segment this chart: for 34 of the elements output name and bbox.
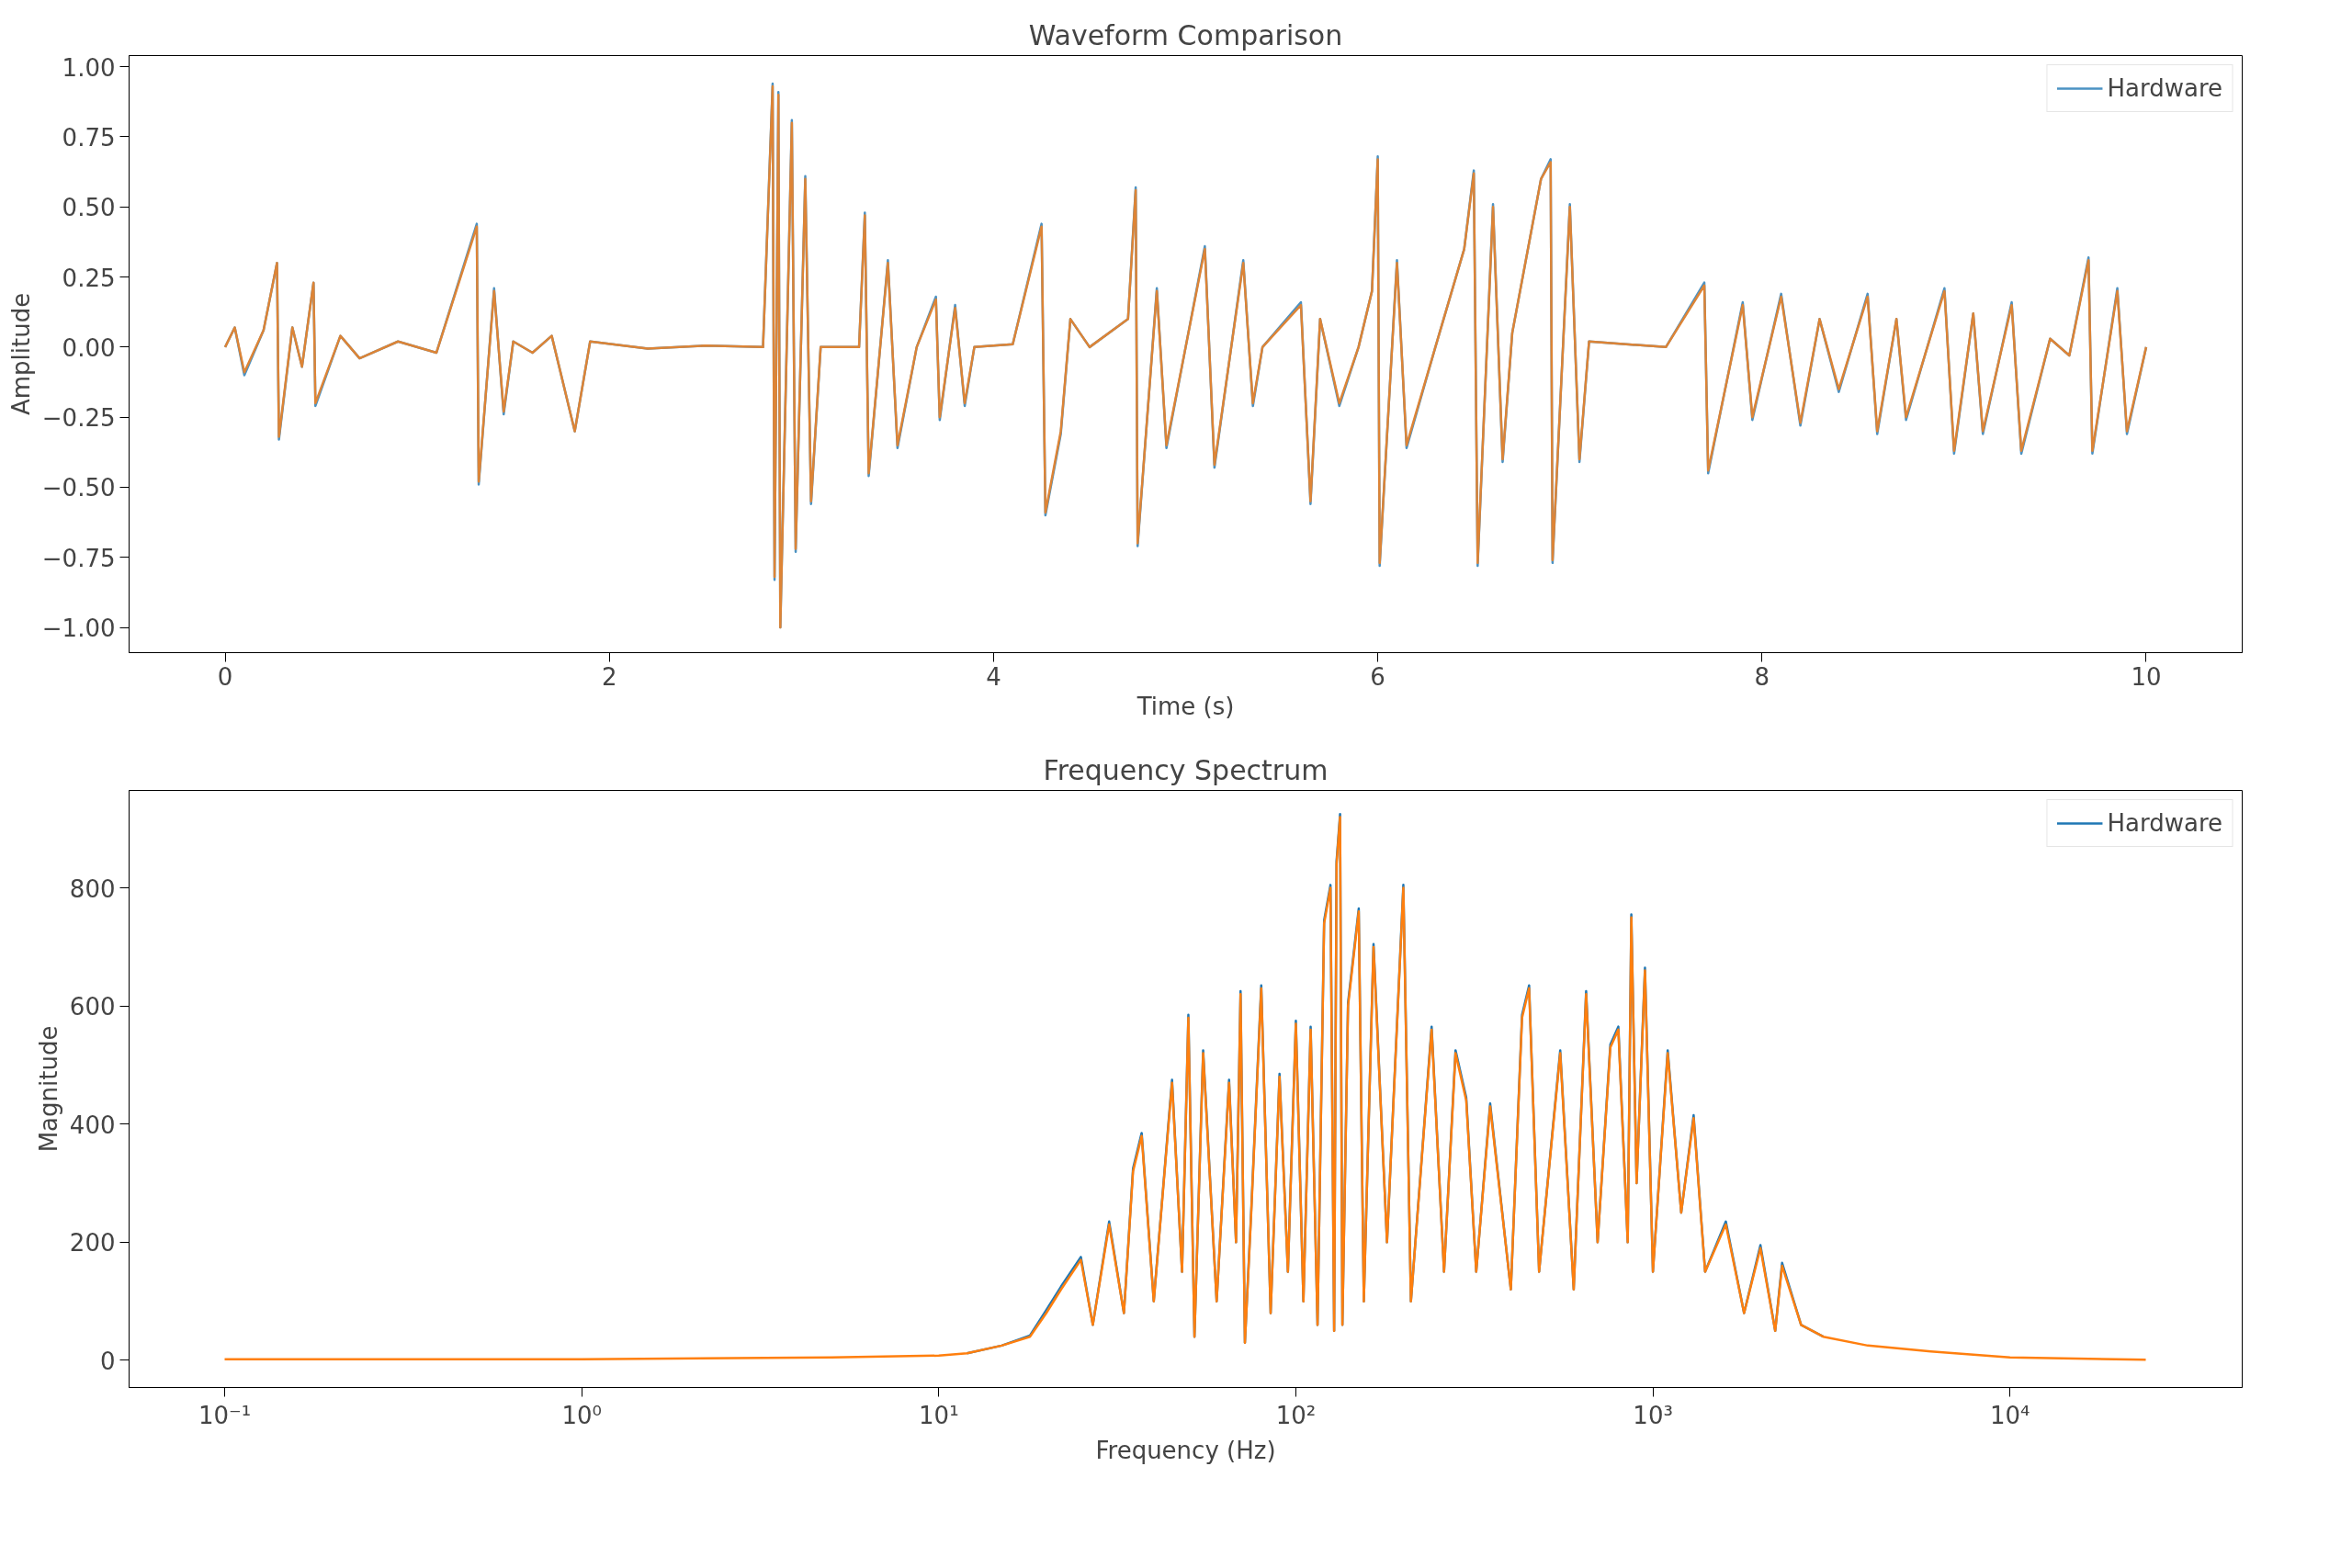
y-tick-label: 0.50 [62, 194, 116, 222]
y-tick-label: 0.25 [62, 264, 116, 292]
y-tick-label: −1.00 [41, 615, 116, 643]
x-tick-label: 10⁰ [561, 1401, 602, 1429]
x-tick-label: 4 [986, 662, 1001, 691]
x-tick-label: 6 [1370, 662, 1385, 691]
x-tick-label: 8 [1754, 662, 1770, 691]
y-tick-label: −0.50 [41, 474, 116, 502]
legend-label: Hardware [2107, 74, 2222, 102]
y-tick-label: −0.25 [41, 404, 116, 433]
x-tick-label: 10² [1275, 1401, 1317, 1429]
legend-label: Hardware [2107, 809, 2222, 837]
y-tick-label: 0 [99, 1347, 116, 1375]
x-tick-label: 0 [217, 662, 233, 691]
chart-title: Waveform Comparison [1028, 18, 1343, 51]
y-tick-label: 0.00 [62, 333, 116, 362]
x-tick-label: 10¹ [919, 1401, 959, 1429]
y-tick-label: 1.00 [62, 53, 116, 82]
x-tick-label: 10⁴ [1990, 1401, 2030, 1429]
y-axis-title: Amplitude [6, 292, 35, 416]
x-tick-label: 10 [2131, 662, 2162, 691]
chart-title: Frequency Spectrum [1043, 753, 1329, 786]
y-tick-label: 800 [69, 874, 116, 903]
y-tick-label: 600 [69, 993, 116, 1021]
y-tick-label: −0.75 [41, 544, 116, 572]
y-tick-label: 0.75 [62, 124, 116, 152]
x-tick-label: 10³ [1633, 1401, 1673, 1429]
x-axis-title: Frequency (Hz) [1095, 1436, 1276, 1464]
x-axis-title: Time (s) [1136, 692, 1235, 720]
y-tick-label: 200 [69, 1229, 116, 1258]
x-tick-label: 2 [601, 662, 617, 691]
x-tick-label: 10⁻¹ [198, 1401, 252, 1429]
y-tick-label: 400 [69, 1111, 116, 1139]
y-axis-title: Magnitude [34, 1025, 62, 1153]
